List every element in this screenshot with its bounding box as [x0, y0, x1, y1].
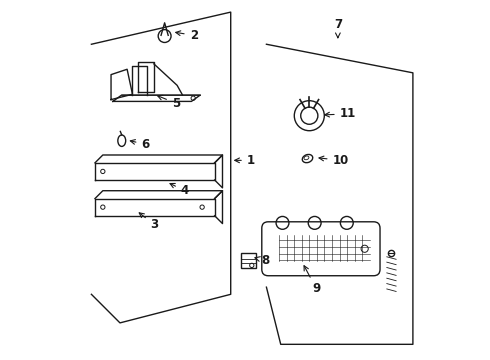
Text: 8: 8	[255, 254, 270, 267]
Bar	[241, 252, 256, 268]
Text: 11: 11	[325, 107, 356, 120]
Text: 5: 5	[158, 95, 180, 110]
Text: 10: 10	[319, 154, 349, 167]
Text: 7: 7	[334, 18, 342, 38]
Text: 6: 6	[130, 138, 149, 151]
Text: 4: 4	[170, 184, 189, 197]
Text: 3: 3	[139, 213, 158, 231]
Text: 9: 9	[304, 266, 320, 296]
Text: 1: 1	[235, 154, 255, 167]
Text: 2: 2	[176, 29, 198, 42]
